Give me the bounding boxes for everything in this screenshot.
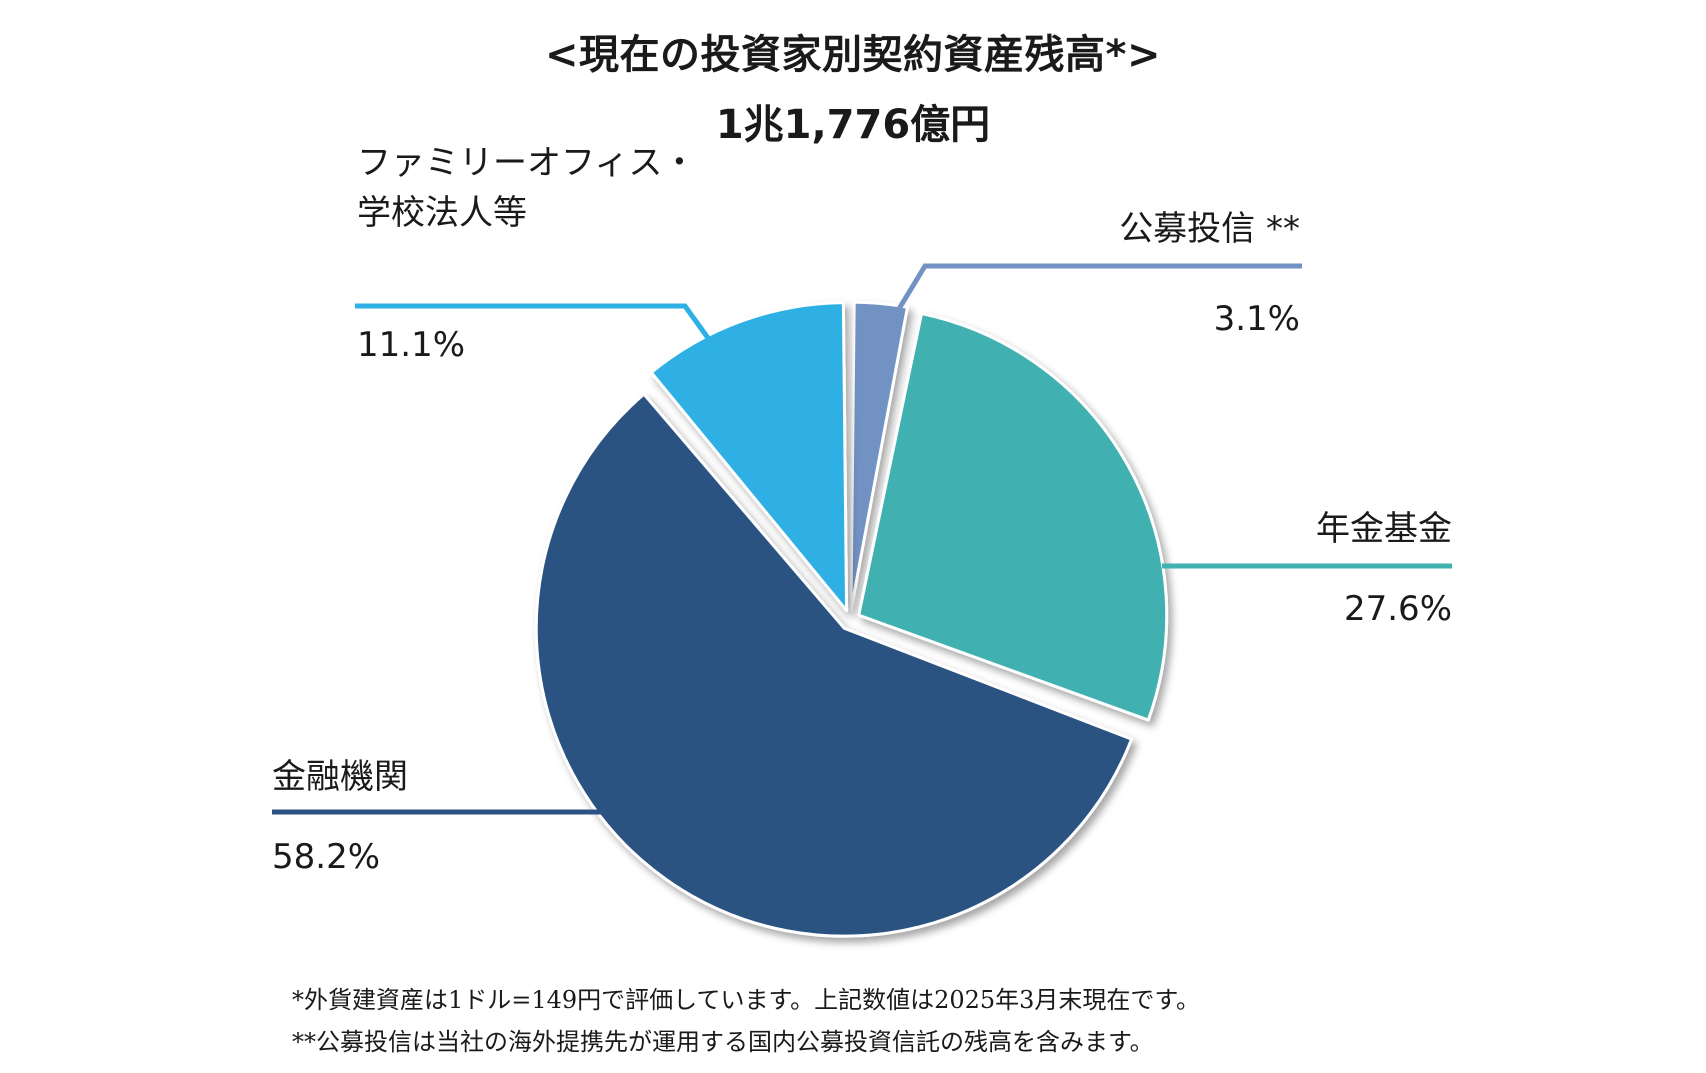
leader-line-4 — [355, 303, 721, 354]
slice-labels: 公募投信 ** 3.1% 年金基金 27.6% 金融機関 58.2% ファミリーオフィス・学… — [272, 143, 1452, 877]
slice-label-1-line-1: 公募投信 ** — [1119, 209, 1300, 249]
pie-slice-2 — [857, 312, 1169, 722]
slice-label-3-line-1: 金融機関 — [272, 757, 408, 797]
pie-slice-1 — [849, 300, 909, 612]
pie-slice-3 — [534, 392, 1134, 938]
footnote-2: **公募投信は当社の海外提携先が運用する国内公募投資信託の残高を含みます。 — [292, 1028, 1154, 1056]
pie-slice-4 — [649, 301, 849, 613]
chart-title: <現在の投資家別契約資産残高*> — [545, 32, 1161, 78]
leader-line-1 — [885, 263, 1302, 329]
chart-subtitle: 1兆1,776億円 — [715, 102, 991, 148]
slice-value-label-3: 58.2% — [272, 837, 380, 877]
slice-label-4-line-1: ファミリーオフィス・ — [357, 143, 696, 183]
slice-value-label-2: 27.6% — [1344, 589, 1452, 629]
slice-value-label-4: 11.1% — [357, 325, 465, 365]
slice-value-label-1: 3.1% — [1214, 299, 1300, 339]
slice-label-2-line-1: 年金基金 — [1316, 509, 1452, 549]
slice-label-4-line-2: 学校法人等 — [357, 193, 527, 233]
leader-lines — [272, 263, 1452, 815]
footnote-1: *外貨建資産は1ドル=149円で評価しています。上記数値は2025年3月末現在で… — [292, 986, 1201, 1014]
pie-slices — [534, 300, 1169, 938]
